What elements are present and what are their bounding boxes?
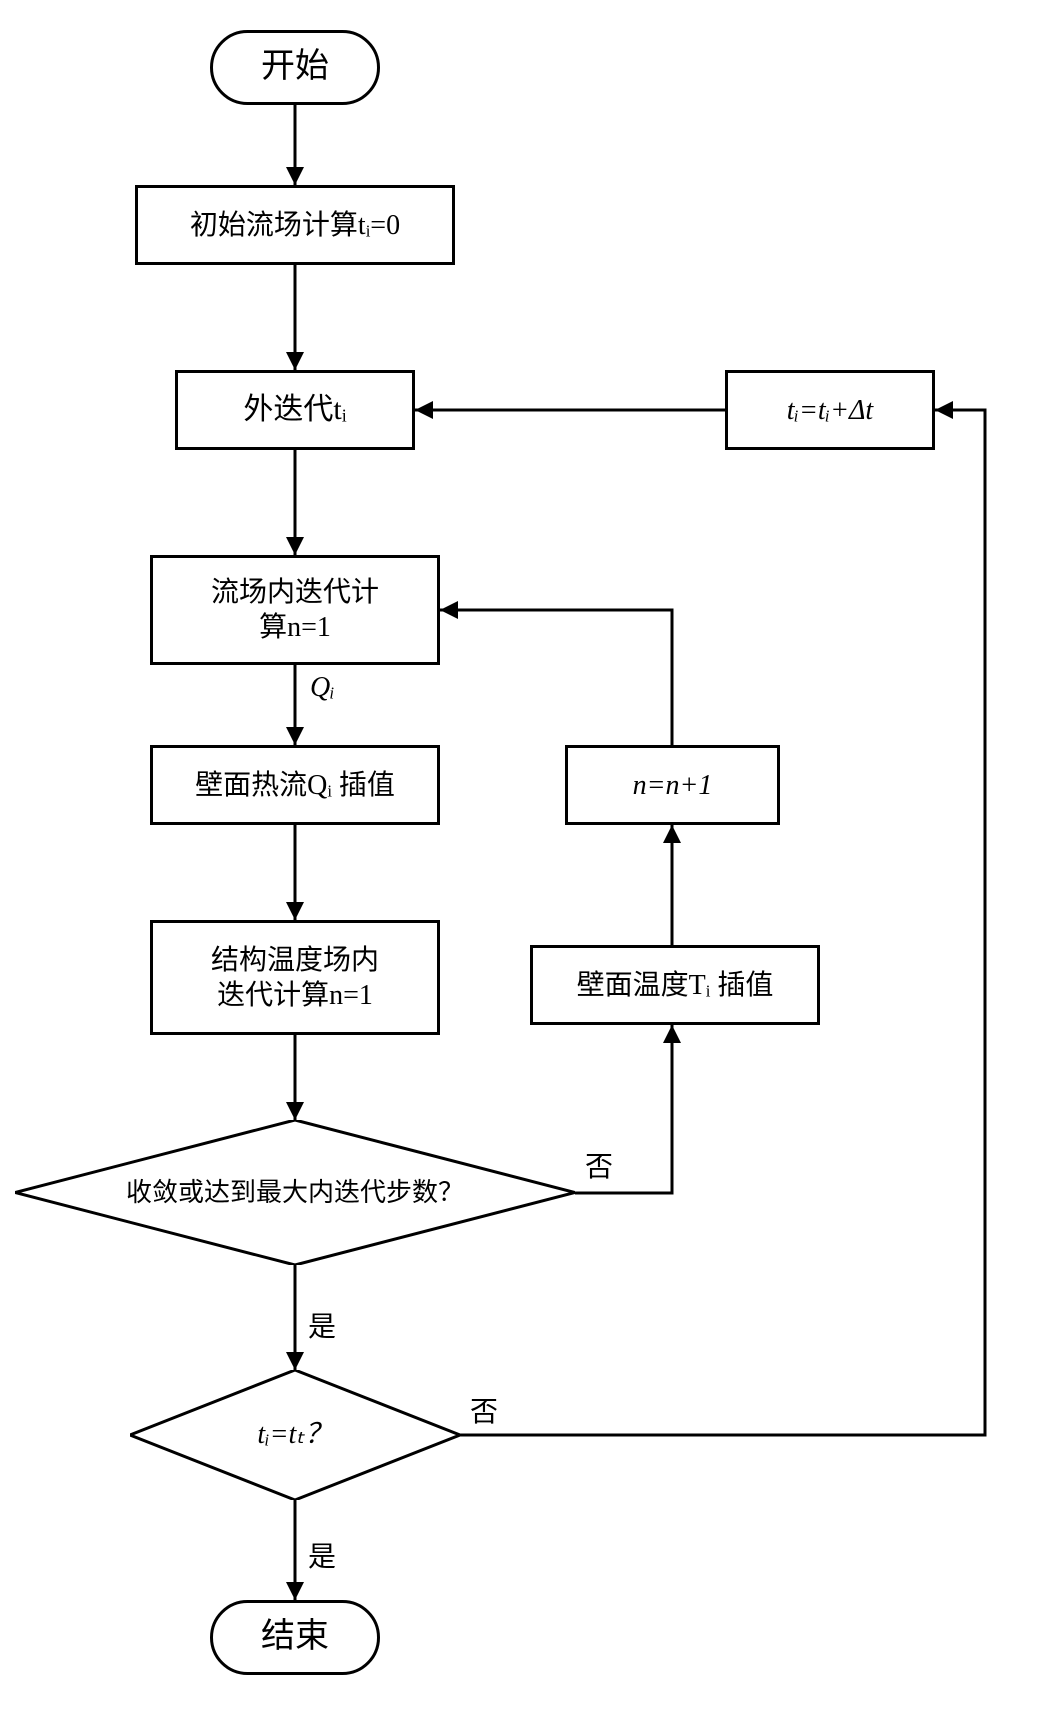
process-walltemp: 壁面温度Tᵢ 插值 — [530, 945, 820, 1025]
terminator-end: 结束 — [210, 1600, 380, 1675]
terminator-start: 开始 — [210, 30, 380, 105]
process-heatflux: 壁面热流Qᵢ 插值 — [150, 745, 440, 825]
process-nincr: n=n+1 — [565, 745, 780, 825]
process-flowin: 流场内迭代计 算n=1 — [150, 555, 440, 665]
decision-dec1: 收敛或达到最大内迭代步数？ — [15, 1120, 575, 1265]
label-dec2_no: 否 — [470, 1390, 498, 1430]
label-dec1_no: 否 — [585, 1145, 613, 1185]
label-dec1_yes: 是 — [308, 1305, 336, 1345]
process-init: 初始流场计算tᵢ=0 — [135, 185, 455, 265]
label-dec2_yes: 是 — [308, 1535, 336, 1575]
decision-dec2: tᵢ=tₜ？ — [130, 1370, 460, 1500]
flowchart-canvas: 开始初始流场计算tᵢ=0 外迭代tᵢ tᵢ=tᵢ+Δt 流场内迭代计 算n=1 Qᵢ 壁面… — [0, 0, 1046, 1711]
label-qlabel: Qᵢ — [310, 672, 335, 704]
process-outer: 外迭代tᵢ — [175, 370, 415, 450]
process-struct: 结构温度场内 迭代计算n=1 — [150, 920, 440, 1035]
process-tincr: tᵢ=tᵢ+Δt — [725, 370, 935, 450]
